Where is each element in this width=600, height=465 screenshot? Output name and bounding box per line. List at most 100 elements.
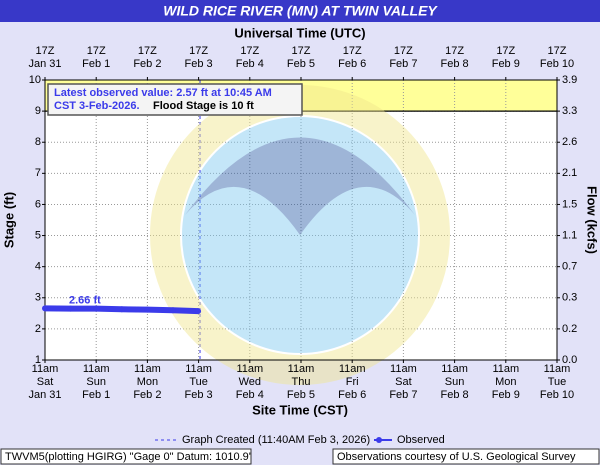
x2-tick-label: Jan 31 [28,58,61,70]
legend-dot [376,437,382,443]
x-tick-label: Feb 8 [441,389,469,401]
annotation-line: Latest observed value: 2.57 ft at 10:45 … [54,87,272,99]
y2-tick-label: 0.0 [562,354,577,366]
x2-tick-label: 17Z [240,45,259,57]
data-point [67,305,74,312]
y-tick-label: 6 [35,198,41,210]
x-tick-label: 11am [288,363,315,375]
x2-tick-label: Feb 6 [338,58,366,70]
x-axis-label: Site Time (CST) [252,402,348,417]
x2-axis-label: Universal Time (UTC) [234,25,365,40]
x-tick-label: Mon [137,376,158,388]
footer-box [0,448,252,465]
title-bar [0,0,600,22]
plot-frame [44,79,558,361]
x-tick-label: Tue [189,376,208,388]
x-tick-label: Feb 9 [492,389,520,401]
x2-tick-label: 17Z [292,45,311,57]
legend-label: Graph Created (11:40AM Feb 3, 2026) [182,434,370,446]
annotation-box [47,83,303,116]
x-tick-label: 11am [390,363,417,375]
x2-tick-label: 17Z [445,45,464,57]
x-tick-label: Jan 31 [28,389,61,401]
footer-text: TWVM5(plotting HGIRG) "Gage 0" Datum: 10… [5,451,251,463]
y2-axis-label: Flow (kcfs) [585,186,600,254]
annotation-flood: Flood Stage is 10 ft [153,100,254,112]
legend-label: Observed [397,434,445,446]
y-tick-label: 3 [35,292,41,304]
x2-tick-label: Feb 2 [133,58,161,70]
x-tick-label: Wed [239,376,261,388]
x-tick-label: Tue [548,376,567,388]
y-tick-label: 7 [35,167,41,179]
y2-tick-label: 0.3 [562,292,577,304]
x-tick-label: Feb 1 [82,389,110,401]
x2-tick-label: 17Z [496,45,515,57]
x2-tick-label: Feb 9 [492,58,520,70]
y-tick-label: 9 [35,105,41,117]
data-point [144,306,151,313]
y2-tick-label: 2.1 [562,167,577,179]
data-point [42,305,48,312]
annotation-line: CST 3-Feb-2026. [54,100,140,112]
data-point [118,306,125,313]
data-point [170,307,176,314]
x2-tick-label: Feb 4 [236,58,264,70]
x2-tick-label: 17Z [189,45,208,57]
x2-tick-label: Feb 8 [441,58,469,70]
x-tick-label: Fri [346,376,359,388]
x-tick-label: Feb 5 [287,389,315,401]
x2-tick-label: Feb 7 [389,58,417,70]
y2-tick-label: 1.1 [562,229,577,241]
x-tick-label: Feb 7 [389,389,417,401]
y2-tick-label: 0.7 [562,261,577,273]
footer-text: Observations courtesy of U.S. Geological… [337,451,576,463]
y-tick-label: 8 [35,136,41,148]
x-tick-label: Sat [37,376,54,388]
x2-tick-label: Feb 10 [540,58,574,70]
x-tick-label: Sat [395,376,412,388]
x2-tick-label: Feb 5 [287,58,315,70]
footer-box [332,448,600,465]
x-tick-label: Feb 4 [236,389,264,401]
x-tick-label: Sun [86,376,106,388]
watermark-bird [185,137,415,235]
y-tick-label: 2 [35,323,41,335]
chart-title: WILD RICE RIVER (MN) AT TWIN VALLEY [163,3,438,19]
x2-tick-label: 17Z [87,45,106,57]
x2-tick-label: 17Z [343,45,362,57]
x-tick-label: 11am [544,363,571,375]
x-tick-label: Feb 2 [133,389,161,401]
x-tick-label: 11am [185,363,212,375]
x-tick-label: 11am [134,363,161,375]
x-tick-label: Thu [292,376,311,388]
y-tick-label: 1 [35,354,41,366]
x-tick-label: Feb 6 [338,389,366,401]
x-tick-label: 11am [441,363,468,375]
x-tick-label: Sun [445,376,465,388]
x-tick-label: 11am [339,363,366,375]
y-tick-label: 10 [29,74,41,86]
x2-tick-label: 17Z [548,45,567,57]
plot-area [45,80,557,360]
y2-tick-label: 0.2 [562,323,577,335]
y2-tick-label: 1.5 [562,198,577,210]
watermark-disc [182,117,418,353]
x-tick-label: 11am [83,363,110,375]
x-tick-label: 11am [236,363,263,375]
data-point [195,308,202,315]
x2-tick-label: 17Z [36,45,55,57]
x-tick-label: Mon [495,376,516,388]
x-tick-label: 11am [32,363,59,375]
data-point [93,305,100,312]
x-tick-label: Feb 3 [185,389,213,401]
y2-tick-label: 3.3 [562,105,577,117]
y2-tick-label: 3.9 [562,74,577,86]
x2-tick-label: 17Z [394,45,413,57]
x2-tick-label: Feb 1 [82,58,110,70]
x-tick-label: Feb 10 [540,389,574,401]
x2-tick-label: 17Z [138,45,157,57]
x2-tick-label: Feb 3 [185,58,213,70]
y-tick-label: 4 [35,261,41,273]
